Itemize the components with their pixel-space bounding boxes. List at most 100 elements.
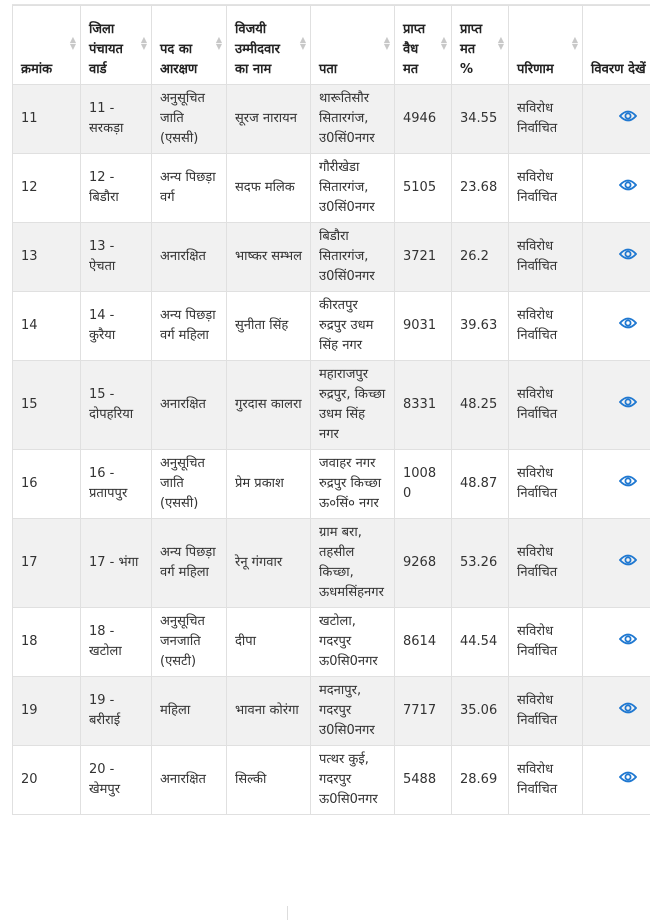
column-header-label: प्राप्त वैध मत xyxy=(403,22,426,77)
cell-vote-percent: 23.68 xyxy=(451,153,509,223)
cell-reservation: अनुसूचित जाति (एससी) xyxy=(151,84,227,154)
cell-result: सविरोध निर्वाचित xyxy=(508,360,583,450)
cell-vote-percent: 28.69 xyxy=(451,745,509,815)
cell-address: बिडौरा सितारगंज, उ0सिं0नगर xyxy=(310,222,395,292)
cell-vote-percent: 39.63 xyxy=(451,291,509,361)
column-header-serial[interactable]: क्रमांक ▲ ▼ xyxy=(12,5,81,85)
sort-icon[interactable]: ▲ ▼ xyxy=(440,35,447,51)
cell-ward: 19 - बरीराई xyxy=(80,676,152,746)
eye-icon[interactable] xyxy=(618,395,637,408)
sort-icon[interactable]: ▲ ▼ xyxy=(571,35,578,51)
sort-icon[interactable]: ▲ ▼ xyxy=(299,35,306,51)
cell-result: सविरोध निर्वाचित xyxy=(508,449,583,519)
cell-serial: 14 xyxy=(12,291,81,361)
sort-icon[interactable]: ▲ ▼ xyxy=(69,35,76,51)
results-table: क्रमांक ▲ ▼ जिला पंचायत वार्ड ▲ ▼ पद का आरक्षण… xyxy=(12,5,650,815)
cell-valid-votes: 9031 xyxy=(394,291,452,361)
column-header-valid-votes[interactable]: प्राप्त वैध मत ▲ ▼ xyxy=(394,5,452,85)
eye-icon[interactable] xyxy=(618,553,637,566)
cell-details xyxy=(582,745,650,815)
eye-icon[interactable] xyxy=(618,247,637,260)
table-row: 13 13 - ऐचता अनारक्षित भाष्कर सम्भल बिडौरा स… xyxy=(12,222,650,292)
column-header-label: विजयी उम्मीदवार का नाम xyxy=(235,22,280,77)
cell-ward: 16 - प्रतापपुर xyxy=(80,449,152,519)
column-header-result[interactable]: परिणाम ▲ ▼ xyxy=(508,5,583,85)
column-header-ward[interactable]: जिला पंचायत वार्ड ▲ ▼ xyxy=(80,5,152,85)
cell-address: थारूतिसौर सितारगंज, उ0सिं0नगर xyxy=(310,84,395,154)
sort-icon[interactable]: ▲ ▼ xyxy=(497,35,504,51)
cell-reservation: अनुसूचित जनजाति (एसटी) xyxy=(151,607,227,677)
cell-reservation: अनारक्षित xyxy=(151,222,227,292)
column-header-vote-percent[interactable]: प्राप्त मत % ▲ ▼ xyxy=(451,5,509,85)
table-row: 20 20 - खेमपुर अनारक्षित सिल्की पत्थर कुई, ग… xyxy=(12,745,650,815)
cell-details xyxy=(582,449,650,519)
column-header-label: पद का आरक्षण xyxy=(160,42,198,77)
sort-icon[interactable]: ▲ ▼ xyxy=(215,35,222,51)
cell-details xyxy=(582,291,650,361)
cell-vote-percent: 44.54 xyxy=(451,607,509,677)
eye-icon[interactable] xyxy=(618,770,637,783)
cell-result: सविरोध निर्वाचित xyxy=(508,518,583,608)
column-header-reservation[interactable]: पद का आरक्षण ▲ ▼ xyxy=(151,5,227,85)
cell-winner: सदफ मलिक xyxy=(226,153,311,223)
cell-reservation: अनुसूचित जाति (एससी) xyxy=(151,449,227,519)
cell-serial: 17 xyxy=(12,518,81,608)
cell-serial: 15 xyxy=(12,360,81,450)
cell-address: गौरीखेडा सितारगंज, उ0सिं0नगर xyxy=(310,153,395,223)
cell-winner: भावना कोरंगा xyxy=(226,676,311,746)
cell-reservation: अन्य पिछड़ा वर्ग xyxy=(151,153,227,223)
cell-reservation: महिला xyxy=(151,676,227,746)
cell-ward: 20 - खेमपुर xyxy=(80,745,152,815)
eye-icon[interactable] xyxy=(618,701,637,714)
cell-serial: 16 xyxy=(12,449,81,519)
cell-ward: 11 - सरकड़ा xyxy=(80,84,152,154)
eye-icon[interactable] xyxy=(618,632,637,645)
cell-serial: 12 xyxy=(12,153,81,223)
table-row: 16 16 - प्रतापपुर अनुसूचित जाति (एससी) प्रे… xyxy=(12,449,650,519)
table-row: 18 18 - खटोला अनुसूचित जनजाति (एसटी) दीपा खट… xyxy=(12,607,650,677)
column-header-details[interactable]: विवरण देखें▲▼ xyxy=(582,5,650,85)
eye-icon[interactable] xyxy=(618,316,637,329)
cell-details xyxy=(582,518,650,608)
cell-winner: रेनू गंगवार xyxy=(226,518,311,608)
table-row: 17 17 - भंगा अन्य पिछड़ा वर्ग महिला रेनू गं… xyxy=(12,518,650,608)
cell-address: मदनापुर, गदरपुर उ0सि0नगर xyxy=(310,676,395,746)
column-header-address[interactable]: पता ▲ ▼ xyxy=(310,5,395,85)
cell-valid-votes: 5105 xyxy=(394,153,452,223)
cell-vote-percent: 48.87 xyxy=(451,449,509,519)
cell-address: खटोला, गदरपुर ऊ0सि0नगर xyxy=(310,607,395,677)
cell-details xyxy=(582,360,650,450)
eye-icon[interactable] xyxy=(618,109,637,122)
eye-icon[interactable] xyxy=(618,474,637,487)
cell-ward: 12 - बिडौरा xyxy=(80,153,152,223)
cell-result: सविरोध निर्वाचित xyxy=(508,676,583,746)
table-row: 15 15 - दोपहरिया अनारक्षित गुरदास कालरा महार… xyxy=(12,360,650,450)
cell-address: पत्थर कुई, गदरपुर ऊ0सि0नगर xyxy=(310,745,395,815)
cell-serial: 19 xyxy=(12,676,81,746)
sort-icon[interactable]: ▲ ▼ xyxy=(140,35,147,51)
top-divider xyxy=(12,0,650,5)
cell-details xyxy=(582,153,650,223)
cell-result: सविरोध निर्वाचित xyxy=(508,745,583,815)
cell-reservation: अनारक्षित xyxy=(151,360,227,450)
cell-valid-votes: 4946 xyxy=(394,84,452,154)
cell-vote-percent: 53.26 xyxy=(451,518,509,608)
cell-ward: 15 - दोपहरिया xyxy=(80,360,152,450)
cell-ward: 17 - भंगा xyxy=(80,518,152,608)
cell-valid-votes: 8331 xyxy=(394,360,452,450)
cell-winner: प्रेम प्रकाश xyxy=(226,449,311,519)
cell-vote-percent: 35.06 xyxy=(451,676,509,746)
cell-winner: गुरदास कालरा xyxy=(226,360,311,450)
divider xyxy=(287,906,288,920)
table-row: 12 12 - बिडौरा अन्य पिछड़ा वर्ग सदफ मलिक गौर… xyxy=(12,153,650,223)
cell-vote-percent: 48.25 xyxy=(451,360,509,450)
cell-address: कीरतपुर रुद्रपुर उधम सिंह नगर xyxy=(310,291,395,361)
cell-winner: सिल्की xyxy=(226,745,311,815)
cell-valid-votes: 8614 xyxy=(394,607,452,677)
cell-ward: 13 - ऐचता xyxy=(80,222,152,292)
sort-icon[interactable]: ▲ ▼ xyxy=(383,35,390,51)
column-header-winner[interactable]: विजयी उम्मीदवार का नाम ▲ ▼ xyxy=(226,5,311,85)
eye-icon[interactable] xyxy=(618,178,637,191)
column-header-label: विवरण देखें xyxy=(591,62,646,77)
cell-ward: 18 - खटोला xyxy=(80,607,152,677)
